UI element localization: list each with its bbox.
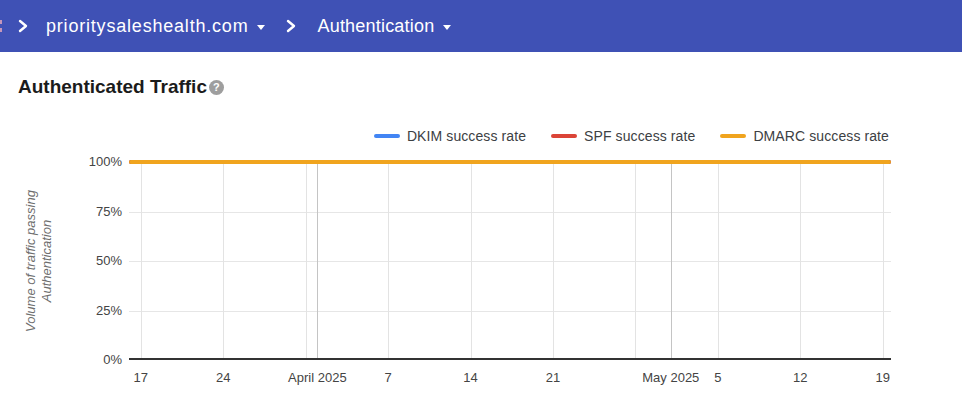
- y-tick-label: 100%: [62, 154, 122, 169]
- legend-label: SPF success rate: [584, 128, 695, 144]
- v-gridline: [553, 162, 554, 360]
- x-tick-label: 24: [178, 370, 268, 385]
- v-gridline: [141, 162, 142, 360]
- legend-label: DMARC success rate: [753, 128, 889, 144]
- x-tick-label: 14: [426, 370, 516, 385]
- authenticated-traffic-chart: 0%25%50%75%100%1724April 202571421May 20…: [0, 0, 962, 408]
- legend-label: DKIM success rate: [407, 128, 526, 144]
- y-tick-label: 75%: [62, 204, 122, 219]
- x-tick-label: 17: [96, 370, 186, 385]
- x-axis-line: [129, 358, 891, 360]
- legend-swatch: [374, 134, 400, 138]
- legend-item: DMARC success rate: [720, 128, 889, 144]
- month-gridline: [671, 162, 672, 360]
- v-gridline: [306, 162, 307, 360]
- v-gridline: [883, 162, 884, 360]
- x-tick-label: 21: [508, 370, 598, 385]
- y-axis-title: Volume of traffic passingAuthentication: [23, 161, 55, 361]
- legend-swatch: [720, 134, 746, 138]
- legend-item: SPF success rate: [551, 128, 695, 144]
- x-tick-label: 5: [673, 370, 763, 385]
- y-tick-label: 50%: [62, 253, 122, 268]
- h-gridline: [129, 261, 891, 262]
- h-gridline: [129, 311, 891, 312]
- x-tick-label: 19: [838, 370, 928, 385]
- v-gridline: [718, 162, 719, 360]
- v-gridline: [471, 162, 472, 360]
- v-gridline: [223, 162, 224, 360]
- x-tick-label: 12: [755, 370, 845, 385]
- h-gridline: [129, 212, 891, 213]
- v-gridline: [800, 162, 801, 360]
- y-tick-label: 25%: [62, 303, 122, 318]
- legend-item: DKIM success rate: [374, 128, 526, 144]
- v-gridline: [635, 162, 636, 360]
- y-tick-label: 0%: [62, 352, 122, 367]
- v-gridline: [388, 162, 389, 360]
- x-tick-label: 7: [343, 370, 433, 385]
- series-line-dmarc: [129, 160, 891, 164]
- legend-swatch: [551, 134, 577, 138]
- chart-legend: DKIM success rate SPF success rate DMARC s…: [374, 128, 889, 144]
- month-gridline: [317, 162, 318, 360]
